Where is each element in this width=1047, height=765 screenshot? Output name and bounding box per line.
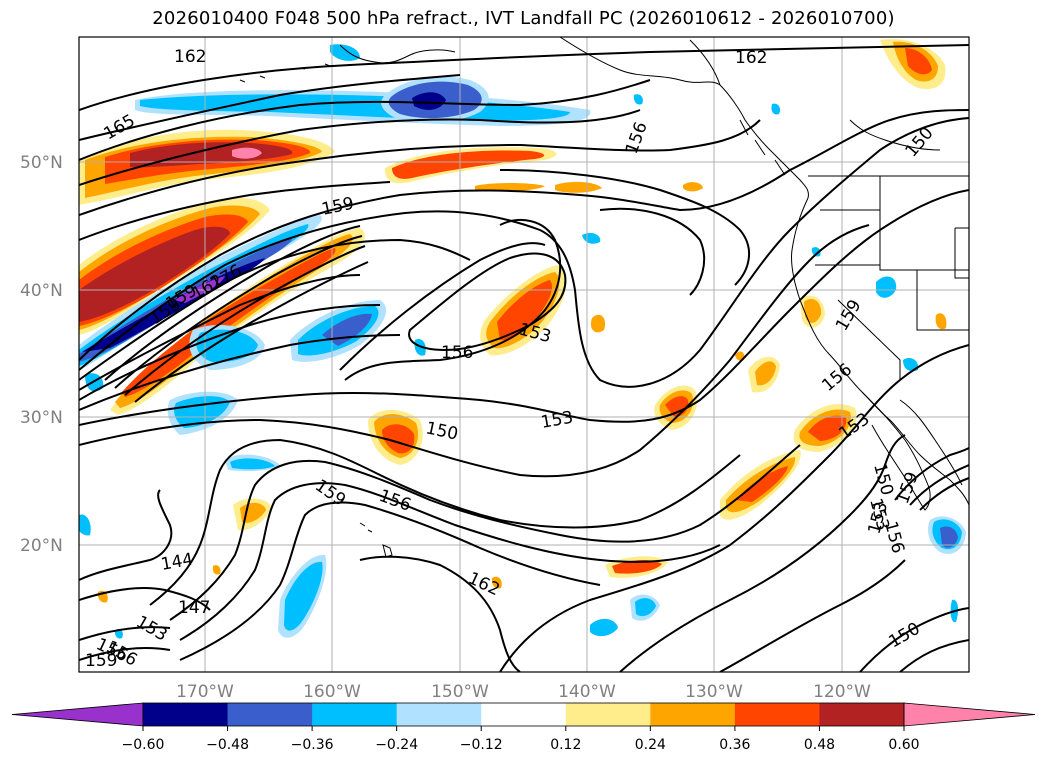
map-content: 162 162 162 165 159 156 156 156 153 153 … [79, 37, 969, 672]
positive-anomaly-region [475, 183, 545, 192]
colorbar-segment [565, 703, 651, 726]
contour-label: 147 [178, 598, 210, 618]
positive-anomaly-region [491, 576, 502, 589]
lon-label: 140°W [558, 682, 616, 702]
colorbar-tick-label: −0.60 [122, 737, 165, 753]
colorbar-tick-label: 0.24 [635, 737, 666, 753]
contour-label: 156 [441, 343, 473, 363]
lon-label: 120°W [813, 682, 871, 702]
colorbar-tick-label: 0.36 [719, 737, 750, 753]
negative-anomaly-region [940, 526, 958, 548]
positive-anomaly-region [808, 415, 847, 441]
longitude-labels: 170°W 160°W 150°W 140°W 130°W 120°W [176, 682, 871, 702]
positive-anomaly-region [392, 150, 545, 179]
colorbar-extend-min [11, 702, 144, 727]
contour-label: 159 [85, 651, 117, 671]
lon-label: 150°W [431, 682, 489, 702]
positive-anomaly-region [79, 226, 230, 322]
negative-anomaly-region [174, 396, 230, 428]
lat-label: 40°N [20, 281, 63, 301]
negative-anomaly-region [590, 618, 618, 637]
height-contours [79, 44, 969, 672]
lon-label: 170°W [176, 682, 234, 702]
colorbar-segment [227, 703, 313, 726]
map-frame [78, 36, 970, 673]
negative-anomaly-region [771, 103, 781, 115]
contour-label: 162 [735, 48, 767, 68]
colorbar-tick-label: −0.36 [291, 737, 334, 753]
colorbar-segment [396, 703, 482, 726]
negative-anomaly-region [79, 514, 91, 536]
colorbar-segment [143, 703, 229, 726]
colorbar-tick-label: −0.48 [206, 737, 249, 753]
negative-anomaly-region [412, 92, 446, 110]
colorbar-segment [481, 703, 567, 726]
colorbar: −0.60 −0.48 −0.36 −0.24 −0.12 0.12 0.24 0.36 0.4… [11, 702, 1036, 753]
lat-label: 50°N [20, 153, 63, 173]
positive-anomaly-region [382, 424, 415, 454]
positive-anomaly-region [804, 299, 822, 323]
negative-anomaly-region [903, 358, 919, 372]
negative-anomaly-region [230, 458, 275, 470]
latitude-labels: 50°N 40°N 30°N 20°N [20, 153, 63, 556]
negative-anomaly-region [330, 44, 360, 61]
colorbar-segment [312, 703, 398, 726]
lat-label: 20°N [20, 536, 63, 556]
map-title: 2026010400 F048 500 hPa refract., IVT La… [152, 8, 895, 29]
colorbar-tick-label: 0.48 [804, 737, 835, 753]
positive-anomaly-region [735, 466, 788, 502]
lat-label: 30°N [20, 408, 63, 428]
negative-anomaly-region [635, 598, 656, 617]
positive-anomaly-region [122, 248, 336, 397]
colorbar-segment [650, 703, 736, 726]
negative-anomaly-region [633, 94, 643, 105]
positive-anomaly-region [212, 565, 221, 575]
positive-anomaly-region [612, 560, 662, 574]
lon-label: 160°W [303, 682, 361, 702]
positive-anomaly-region [555, 181, 602, 193]
colorbar-segment [734, 703, 820, 726]
positive-anomaly-region [905, 48, 932, 75]
positive-anomaly-region [683, 182, 703, 192]
positive-anomaly-region [590, 314, 606, 333]
negative-anomaly-region [876, 276, 897, 298]
colorbar-tick-label: −0.12 [460, 737, 503, 753]
negative-anomaly-region [811, 247, 821, 257]
contour-label: 162 [174, 47, 206, 67]
positive-anomaly-region [755, 361, 776, 386]
positive-anomaly-region [935, 313, 947, 330]
colorbar-tick-label: 0.60 [888, 737, 919, 753]
negative-anomaly-region [284, 561, 323, 631]
colorbar-tick-label: 0.12 [550, 737, 581, 753]
coastlines [239, 37, 969, 558]
colorbar-extend-max [903, 702, 1036, 727]
colorbar-tick-label: −0.24 [375, 737, 418, 753]
colorbar-segment [819, 703, 905, 726]
positive-anomaly-region [232, 147, 262, 159]
lon-label: 130°W [685, 682, 743, 702]
positive-anomaly-region [497, 280, 553, 341]
colorbar-outline [142, 702, 905, 727]
